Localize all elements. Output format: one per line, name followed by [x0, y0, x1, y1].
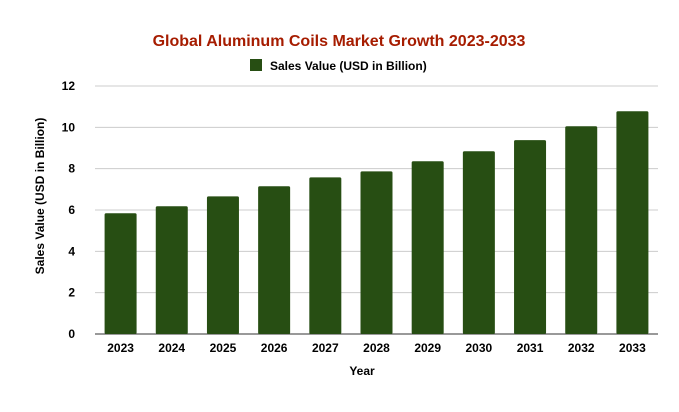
x-tick-label: 2027 [312, 341, 339, 355]
x-tick-label: 2031 [517, 341, 544, 355]
bar-2028 [360, 171, 393, 334]
bar-2026 [258, 186, 291, 334]
x-tick-label: 2025 [210, 341, 237, 355]
x-tick-label: 2024 [158, 341, 185, 355]
bar-2027 [309, 177, 342, 334]
x-tick-label: 2028 [363, 341, 390, 355]
legend-label: Sales Value (USD in Billion) [270, 59, 427, 73]
bar-2033 [616, 111, 649, 334]
y-tick-label: 4 [68, 244, 75, 258]
bar-2029 [411, 161, 444, 334]
y-tick-label: 0 [68, 327, 75, 341]
x-tick-label: 2026 [261, 341, 288, 355]
y-tick-label: 12 [62, 79, 76, 93]
x-tick-label: 2023 [107, 341, 134, 355]
bar-2025 [206, 196, 239, 334]
x-axis-label: Year [349, 364, 375, 378]
bar-2031 [514, 140, 547, 334]
chart-title: Global Aluminum Coils Market Growth 2023… [153, 33, 526, 50]
bar-2024 [155, 206, 188, 334]
y-tick-label: 2 [68, 286, 75, 300]
x-tick-label: 2032 [568, 341, 595, 355]
y-tick-label: 10 [62, 120, 76, 134]
y-tick-label: 6 [68, 203, 75, 217]
y-tick-label: 8 [68, 162, 75, 176]
x-tick-label: 2030 [466, 341, 493, 355]
x-tick-label: 2029 [414, 341, 441, 355]
y-axis-label: Sales Value (USD in Billion) [33, 118, 47, 275]
bar-2030 [462, 151, 495, 334]
legend-swatch [250, 59, 262, 71]
bar-2023 [104, 213, 137, 334]
legend: Sales Value (USD in Billion) [250, 59, 427, 73]
bar-2032 [565, 126, 598, 334]
x-tick-label: 2033 [619, 341, 646, 355]
